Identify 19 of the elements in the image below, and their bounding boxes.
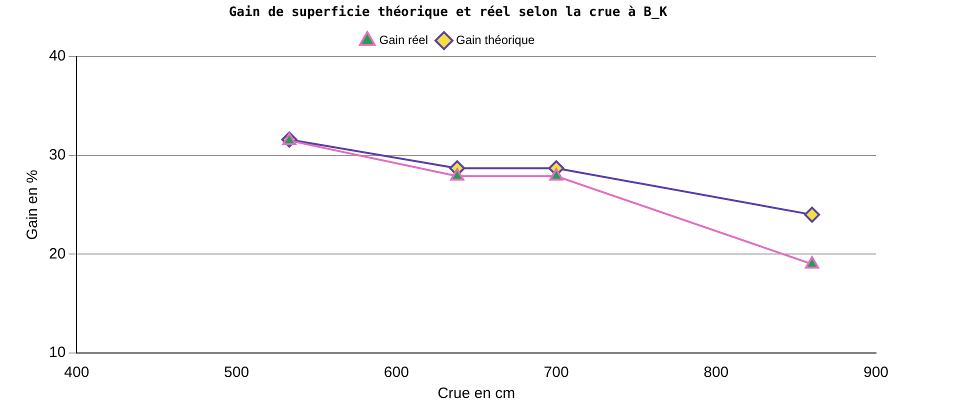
y-axis-title: Gain en % bbox=[24, 170, 42, 240]
point bbox=[804, 206, 820, 223]
y-tick-label: 30 bbox=[48, 146, 66, 164]
chart-title: Gain de superficie théorique et réel selon la crue à B_K bbox=[228, 5, 668, 20]
x-tick-label: 400 bbox=[64, 364, 90, 382]
x-tick-label: 800 bbox=[704, 364, 729, 382]
y-tick-label: 20 bbox=[48, 245, 66, 262]
y-tick-label: 10 bbox=[48, 344, 66, 362]
point bbox=[450, 168, 464, 181]
point bbox=[549, 168, 564, 181]
x-tick-label: 500 bbox=[224, 364, 250, 382]
legend-label: Gain réel bbox=[379, 32, 428, 47]
x-tick-label: 600 bbox=[384, 364, 409, 382]
x-tick-label: 900 bbox=[863, 364, 889, 382]
x-axis-title: Crue en cm bbox=[438, 385, 516, 402]
point bbox=[804, 256, 820, 269]
legend-label: Gain théorique bbox=[456, 32, 536, 47]
x-tick-label: 700 bbox=[544, 364, 569, 382]
y-tick-label: 40 bbox=[48, 48, 66, 65]
